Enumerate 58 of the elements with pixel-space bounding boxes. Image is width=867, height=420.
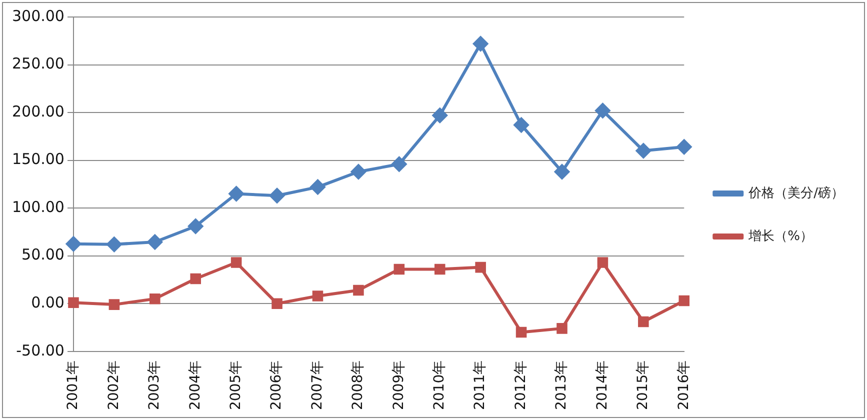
point xyxy=(392,156,407,172)
x-tick-label: 2007年 xyxy=(309,360,326,410)
x-tick-label: 2015年 xyxy=(635,360,652,410)
legend-label: 价格（美分/磅） xyxy=(748,184,844,201)
x-tick-label: 2009年 xyxy=(390,360,407,410)
point xyxy=(66,236,81,252)
point xyxy=(188,218,204,234)
point xyxy=(312,290,324,302)
point xyxy=(190,273,201,284)
y-tick-label: 150.00 xyxy=(12,150,64,168)
point xyxy=(597,257,608,268)
point xyxy=(473,36,488,52)
point xyxy=(432,108,448,123)
x-tick-label: 2008年 xyxy=(350,360,366,410)
x-tick-label: 2002年 xyxy=(106,360,122,410)
point xyxy=(676,139,692,154)
x-tick-label: 2010年 xyxy=(432,360,448,410)
point xyxy=(270,188,285,204)
legend-label: 增长（%） xyxy=(748,228,813,244)
x-tick-label: 2012年 xyxy=(512,360,529,410)
y-tick-label: -50.00 xyxy=(16,341,64,360)
point xyxy=(230,257,242,268)
point xyxy=(68,297,79,308)
point xyxy=(636,143,651,158)
point xyxy=(638,316,649,328)
point xyxy=(310,180,326,195)
y-tick-label: 0.00 xyxy=(31,293,64,312)
point xyxy=(516,326,527,338)
x-tick-label: 2003年 xyxy=(146,360,163,410)
point xyxy=(150,293,160,304)
point xyxy=(595,103,610,118)
y-tick-label: 100.00 xyxy=(12,198,64,216)
point xyxy=(350,164,366,180)
y-tick-label: 200.00 xyxy=(12,102,64,120)
x-tick-label: 2016年 xyxy=(676,360,692,410)
point xyxy=(353,284,364,296)
x-tick-label: 2014年 xyxy=(594,360,610,410)
point xyxy=(475,262,486,273)
point xyxy=(556,323,568,334)
point xyxy=(272,298,282,309)
point xyxy=(434,264,446,275)
x-tick-label: 2006年 xyxy=(268,360,285,410)
point xyxy=(678,295,690,306)
point xyxy=(514,117,529,132)
x-tick-label: 2004年 xyxy=(187,360,204,410)
x-tick-label: 2005年 xyxy=(228,360,244,410)
point xyxy=(554,164,570,180)
y-tick-label: 300.00 xyxy=(12,6,64,25)
x-tick-label: 2011年 xyxy=(472,360,488,410)
y-tick-label: 250.00 xyxy=(12,54,64,73)
point xyxy=(108,299,120,310)
point xyxy=(147,234,162,250)
point xyxy=(106,236,122,252)
x-tick-label: 2013年 xyxy=(554,360,570,410)
x-tick-label: 2001年 xyxy=(65,360,82,410)
point xyxy=(394,264,405,275)
y-tick-label: 50.00 xyxy=(22,246,64,264)
point xyxy=(228,186,244,202)
